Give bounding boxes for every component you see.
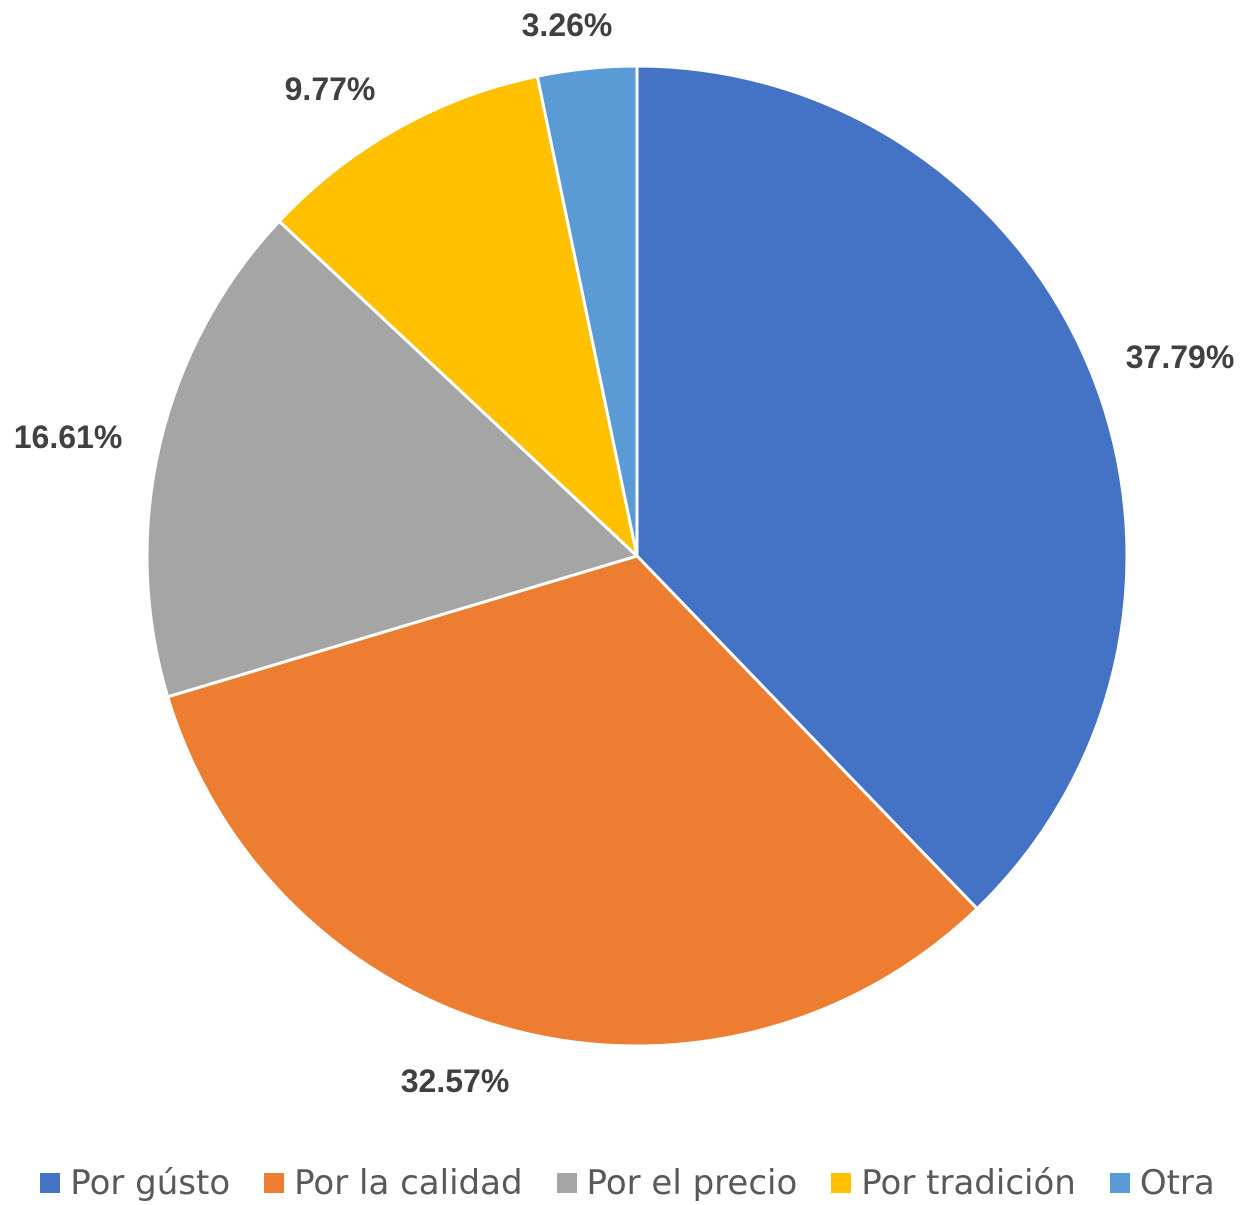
legend-label: Otra — [1139, 1162, 1215, 1203]
legend-swatch — [1109, 1172, 1130, 1193]
pie-chart: 37.79% 32.57% 16.61% 9.77% 3.26% — [14, 7, 1235, 1099]
legend-label: Por tradición — [861, 1162, 1076, 1203]
legend-item-3: Por el precio — [556, 1162, 798, 1203]
legend-swatch — [264, 1172, 285, 1193]
data-label-4: 9.77% — [285, 71, 376, 107]
legend-swatch — [831, 1172, 852, 1193]
data-label-2: 32.57% — [401, 1063, 510, 1099]
legend-item-4: Por tradición — [831, 1163, 1076, 1203]
legend-label: Por el precio — [586, 1162, 798, 1203]
data-label-3: 16.61% — [14, 419, 123, 455]
data-label-1: 37.79% — [1126, 339, 1235, 375]
legend-swatch — [556, 1172, 577, 1193]
legend-item-1: Por gústo — [40, 1163, 230, 1203]
pie-slice-1 — [635, 64, 1129, 911]
pie-slice-3 — [145, 219, 639, 699]
legend: Por gústo Por la calidad Por el precio Por … — [0, 1160, 1255, 1205]
pie-slice-2 — [166, 554, 979, 1048]
data-label-5: 3.26% — [522, 7, 613, 43]
legend-label: Por gústo — [70, 1162, 231, 1203]
legend-swatch — [40, 1172, 61, 1193]
legend-item-5: Otra — [1109, 1162, 1215, 1203]
pie-slice-4 — [277, 74, 639, 558]
legend-item-2: Por la calidad — [264, 1162, 523, 1203]
legend-label: Por la calidad — [294, 1162, 523, 1203]
pie-slice-5 — [535, 64, 639, 558]
